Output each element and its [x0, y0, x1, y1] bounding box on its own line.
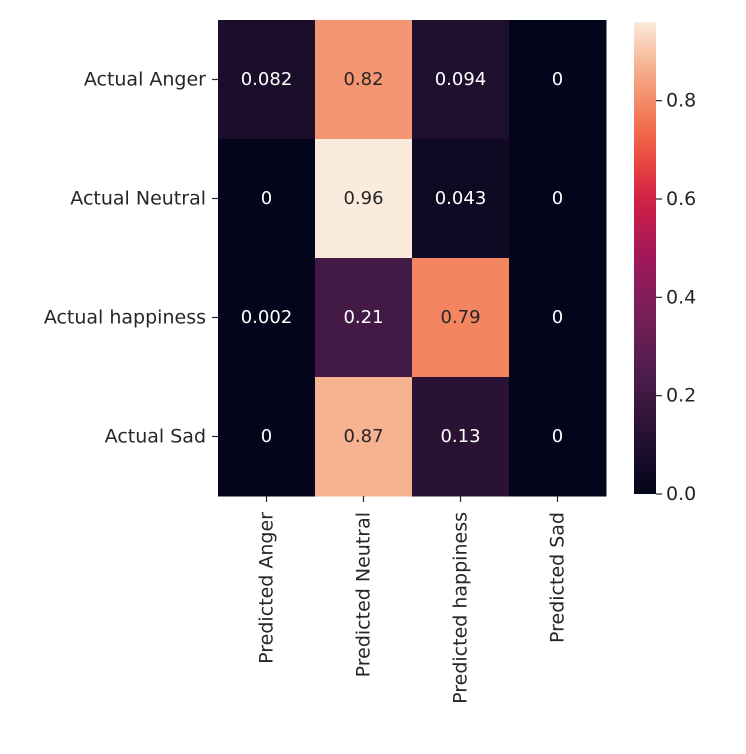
heatmap-cell-r3-c2: [412, 377, 510, 497]
heatmap-cell-r1-c0: [218, 139, 316, 259]
cell-value-label-r2-c3: 0: [552, 307, 563, 328]
column-tick-label-2: Predicted happiness: [450, 512, 472, 704]
row-tick-labels: Actual Anger Actual Neutral Actual happine…: [44, 69, 218, 448]
column-tick-label-3: Predicted Sad: [547, 512, 569, 643]
heatmap-cell-r2-c3: [509, 258, 607, 378]
heatmap-cell-r0-c1: [315, 20, 413, 140]
cell-value-label-r2-c1: 0.21: [343, 307, 383, 328]
cell-value-label-r1-c3: 0: [552, 188, 563, 209]
cell-value-label-r1-c1: 0.96: [343, 188, 383, 209]
cell-value-label-r0-c1: 0.82: [343, 69, 383, 90]
row-tick-label-3: Actual Sad: [105, 426, 206, 448]
colorbar-tick-label-0: 0.0: [666, 483, 696, 505]
column-tick-label-0: Predicted Anger: [256, 512, 278, 664]
heatmap-cell-r3-c1: [315, 377, 413, 497]
colorbar-tick-label-4: 0.8: [666, 90, 696, 112]
heatmap-cell-r2-c1: [315, 258, 413, 378]
colorbar: 0.0 0.2 0.4 0.6 0.8: [634, 22, 696, 505]
row-tick-label-2: Actual happiness: [44, 307, 206, 329]
heatmap-cell-r2-c2: [412, 258, 510, 378]
cell-value-label-r1-c2: 0.043: [435, 188, 487, 209]
row-tick-label-1: Actual Neutral: [70, 188, 206, 210]
column-tick-label-1: Predicted Neutral: [353, 512, 375, 677]
heatmap-cell-r3-c0: [218, 377, 316, 497]
cell-value-label-r1-c0: 0: [261, 188, 272, 209]
colorbar-gradient: [634, 22, 656, 494]
colorbar-tick-label-1: 0.2: [666, 385, 696, 407]
heatmap-cell-r0-c2: [412, 20, 510, 140]
heatmap-cell-r2-c0: [218, 258, 316, 378]
cell-value-label-r0-c3: 0: [552, 69, 563, 90]
cell-value-label-r2-c0: 0.002: [241, 307, 293, 328]
heatmap-cell-r0-c3: [509, 20, 607, 140]
cell-value-label-r0-c2: 0.094: [435, 69, 487, 90]
heatmap-cell-r1-c2: [412, 139, 510, 259]
heatmap-cell-r1-c3: [509, 139, 607, 259]
column-tick-labels: Predicted Anger Predicted Neutral Predicte…: [256, 496, 569, 704]
heatmap-cell-r1-c1: [315, 139, 413, 259]
cell-value-label-r3-c0: 0: [261, 426, 272, 447]
cell-value-label-r3-c1: 0.87: [343, 426, 383, 447]
row-tick-label-0: Actual Anger: [84, 69, 206, 91]
cell-value-label-r0-c0: 0.082: [241, 69, 293, 90]
colorbar-tick-label-3: 0.6: [666, 188, 696, 210]
cell-value-label-r2-c2: 0.79: [440, 307, 480, 328]
cell-value-label-r3-c3: 0: [552, 426, 563, 447]
cell-value-label-r3-c2: 0.13: [440, 426, 480, 447]
heatmap-cell-r3-c3: [509, 377, 607, 497]
heatmap-cells: 0.082 0.82 0.094 0 0 0.96 0.043 0 0.002 0.21 0.79 0…: [218, 20, 607, 497]
heatmap-cell-r0-c0: [218, 20, 316, 140]
colorbar-tick-label-2: 0.4: [666, 286, 696, 308]
